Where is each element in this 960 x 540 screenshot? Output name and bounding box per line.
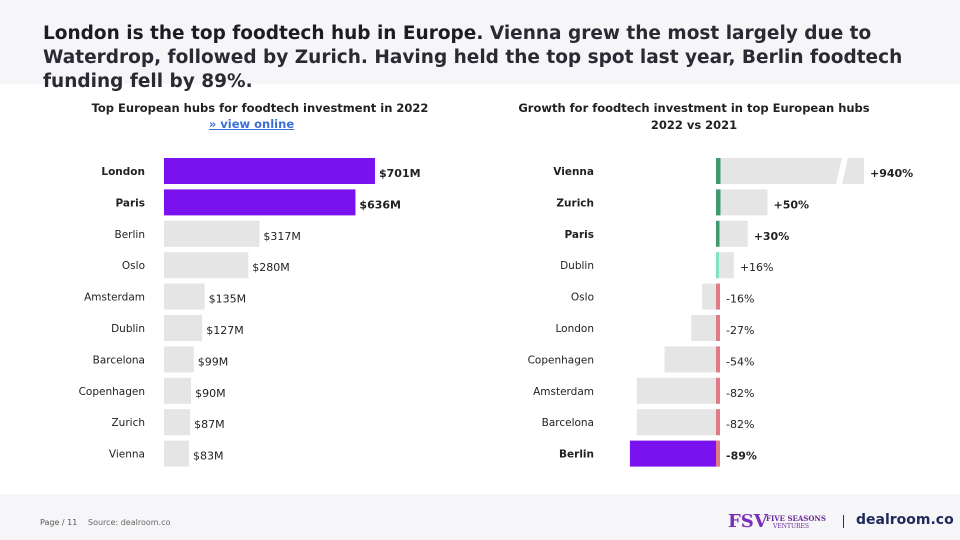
left-value-label: $90M xyxy=(195,387,226,400)
left-value-label: $701M xyxy=(379,167,421,180)
left-value-label: $135M xyxy=(209,293,247,306)
page-number: Page / 11 xyxy=(40,518,78,527)
left-category-label: Paris xyxy=(115,197,145,209)
left-bar xyxy=(164,409,191,436)
right-bar xyxy=(636,409,718,436)
left-chart-title: Top European hubs for foodtech investmen… xyxy=(91,101,429,115)
right-change-marker xyxy=(716,189,721,216)
footer-band xyxy=(0,494,960,540)
right-bar xyxy=(718,189,768,216)
left-category-label: Amsterdam xyxy=(84,292,145,304)
right-value-label: +16% xyxy=(740,261,774,274)
left-bar xyxy=(164,346,194,373)
left-bar xyxy=(164,377,192,404)
right-value-label: -82% xyxy=(726,387,754,400)
left-bar xyxy=(164,440,189,467)
right-value-label: -82% xyxy=(726,418,754,431)
left-value-label: $317M xyxy=(263,230,301,243)
left-value-label: $99M xyxy=(198,355,229,368)
title-rest: Vienna grew the most largely due to Wate… xyxy=(43,23,903,92)
right-chart-title-line2: 2022 vs 2021 xyxy=(650,118,738,132)
right-change-marker xyxy=(716,158,721,184)
right-category-label: London xyxy=(556,323,595,335)
left-category-label: Dublin xyxy=(111,323,145,335)
right-category-label: Barcelona xyxy=(542,417,594,429)
title-highlight: London is the top foodtech hub in Europe… xyxy=(43,23,484,44)
right-change-marker xyxy=(716,409,720,436)
right-bar xyxy=(718,252,734,279)
right-value-label: +940% xyxy=(870,167,913,180)
right-change-marker xyxy=(716,440,720,467)
left-category-label: Barcelona xyxy=(93,354,145,366)
left-category-label: Zurich xyxy=(111,417,145,429)
right-bar xyxy=(629,440,718,467)
right-bar xyxy=(702,283,718,310)
left-value-label: $127M xyxy=(206,324,244,337)
fsv-logo-name: FIVE SEASONS xyxy=(766,514,826,523)
left-value-label: $87M xyxy=(194,418,225,431)
right-value-label: -54% xyxy=(726,355,754,368)
left-bar xyxy=(164,315,203,341)
right-category-label: Zurich xyxy=(556,197,594,209)
right-bar xyxy=(664,346,718,373)
source-note: Source: dealroom.co xyxy=(88,518,171,527)
left-value-label: $280M xyxy=(252,261,290,274)
right-change-marker xyxy=(716,346,720,373)
right-category-label: Paris xyxy=(564,229,594,241)
fsv-logo: FSV FIVE SEASONS VENTURES xyxy=(728,511,828,533)
left-bar xyxy=(164,158,375,184)
fsv-logo-sub: VENTURES xyxy=(773,523,810,530)
left-category-label: Copenhagen xyxy=(79,386,145,398)
left-category-label: Oslo xyxy=(122,260,145,272)
right-bar xyxy=(691,315,718,341)
right-value-label: +50% xyxy=(774,198,810,211)
right-category-label: Berlin xyxy=(559,449,594,461)
dealroom-logo: dealroom.co xyxy=(856,512,954,528)
right-category-label: Oslo xyxy=(571,292,594,304)
right-change-marker xyxy=(716,252,719,279)
right-value-label: +30% xyxy=(754,230,790,243)
right-value-label: -27% xyxy=(726,324,754,337)
right-chart-title-line1: Growth for foodtech investment in top Eu… xyxy=(518,101,870,115)
left-bar xyxy=(164,283,205,310)
left-category-label: London xyxy=(101,166,145,178)
right-category-label: Copenhagen xyxy=(528,354,594,366)
left-bar xyxy=(164,189,356,216)
right-change-marker xyxy=(716,220,720,247)
right-category-label: Vienna xyxy=(553,166,594,178)
right-bar xyxy=(718,220,748,247)
page-title: London is the top foodtech hub in Europe… xyxy=(43,22,923,94)
left-value-label: $83M xyxy=(193,450,224,463)
right-bar xyxy=(636,377,718,404)
header-band xyxy=(0,0,960,84)
left-category-label: Berlin xyxy=(115,229,145,241)
left-bar xyxy=(164,252,249,279)
left-category-label: Vienna xyxy=(109,449,145,461)
right-category-label: Dublin xyxy=(560,260,594,272)
right-change-marker xyxy=(716,315,720,341)
right-category-label: Amsterdam xyxy=(533,386,594,398)
right-axis-break xyxy=(836,158,848,184)
right-change-marker xyxy=(716,283,720,310)
left-value-label: $636M xyxy=(359,198,401,211)
right-value-label: -16% xyxy=(726,293,754,306)
fsv-logo-mark: FSV xyxy=(728,511,768,532)
left-bar xyxy=(164,220,260,247)
view-online-link[interactable]: » view online xyxy=(208,117,295,131)
logo-separator xyxy=(843,515,844,528)
right-change-marker xyxy=(716,377,720,404)
right-value-label: -89% xyxy=(726,450,757,463)
